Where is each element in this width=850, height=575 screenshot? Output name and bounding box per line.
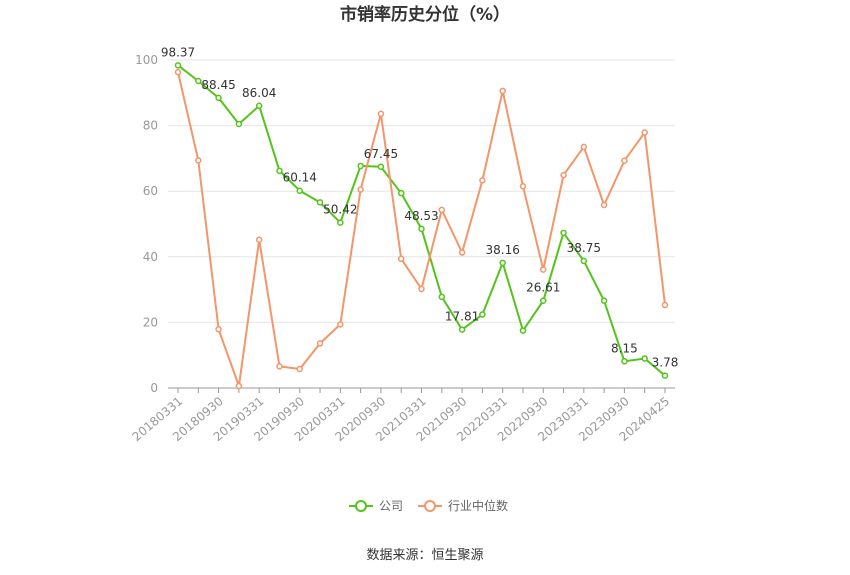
data-label: 98.37 [161,45,195,59]
y-tick-label: 40 [143,250,158,264]
data-point [519,327,527,334]
data-point [377,163,385,171]
data-point [641,355,648,362]
data-point [661,372,669,379]
data-point [235,382,243,390]
data-label: 50.42 [323,203,357,217]
data-point [499,259,506,267]
data-point [479,177,486,184]
data-point [621,358,628,365]
grid [168,59,675,323]
data-point [377,110,385,118]
data-point [235,120,243,128]
y-tick-label: 100 [135,53,158,67]
data-label: 67.45 [364,147,398,161]
data-label: 8.15 [611,341,638,355]
legend-label: 公司 [379,499,403,513]
data-point [600,297,608,305]
data-point [479,311,486,318]
data-point [215,326,222,333]
legend-marker [355,500,367,512]
data-label: 17.81 [445,310,479,324]
chart-title: 市销率历史分位（%） [340,4,510,25]
data-label: 38.16 [485,243,519,257]
data-point [621,157,628,164]
data-point [296,365,303,373]
data-point [580,257,588,265]
data-point [296,187,303,194]
data-label: 38.75 [567,241,601,255]
data-labels: 98.37 88.45 86.04 60.14 50.42 67.45 48.53 17.81… [161,45,679,369]
data-point [397,255,405,263]
data-label: 26.61 [526,281,560,295]
data-point [540,266,547,273]
legend[interactable]: 公司 行业中位数 [349,498,508,513]
data-point [560,171,567,179]
data-point [174,62,182,69]
data-label: 60.14 [283,171,317,185]
data-point [255,236,263,243]
data-point [255,102,263,110]
series-layer [174,62,669,390]
y-tick-label: 20 [143,315,158,329]
data-point [276,167,283,175]
data-point [215,94,222,102]
data-point [661,301,669,309]
data-point [499,87,506,95]
data-point [276,363,283,370]
data-point [397,189,405,197]
data-label: 86.04 [242,86,276,100]
data-point [195,77,202,85]
data-point [357,162,364,170]
data-point [418,285,425,293]
data-point [540,297,547,304]
data-point [357,186,364,193]
data-point [337,219,344,226]
data-label: 88.45 [201,78,235,92]
data-point [600,201,608,209]
data-point [560,229,567,237]
data-point [519,183,527,190]
data-point [174,68,182,76]
legend-marker [424,500,436,512]
data-point [458,249,466,256]
data-point [641,129,648,136]
legend-item-0[interactable]: 公司 [349,499,403,513]
data-point [418,225,425,233]
legend-item-1[interactable]: 行业中位数 [418,498,508,513]
data-point [337,321,344,328]
y-tick-label: 60 [143,184,158,198]
data-point [195,157,202,164]
data-label: 3.78 [652,356,679,370]
data-label: 48.53 [404,209,438,223]
legend-label: 行业中位数 [448,498,508,513]
y-tick-label: 0 [150,381,158,395]
data-point [438,206,446,214]
data-point [458,326,466,333]
data-point [438,293,446,301]
data-point [316,199,324,206]
data-point [580,143,588,151]
y-tick-label: 80 [143,119,158,133]
data-point [316,340,324,347]
source-note: 数据来源：恒生聚源 [366,548,483,563]
